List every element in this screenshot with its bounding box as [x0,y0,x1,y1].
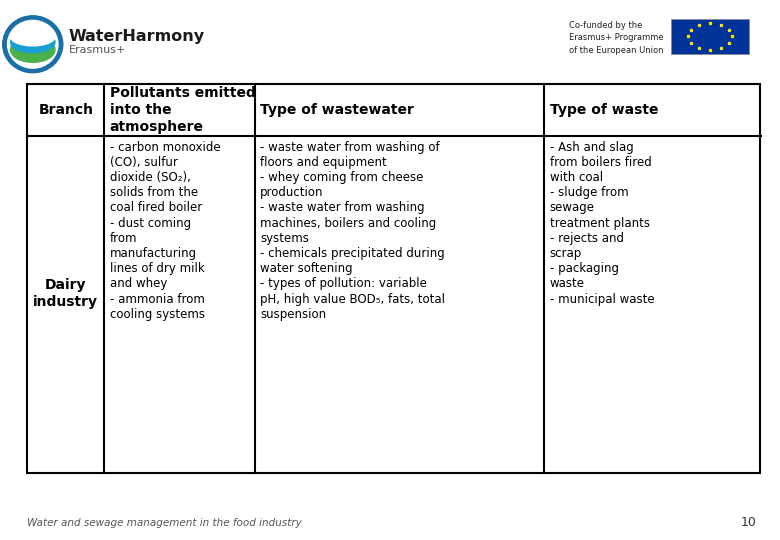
Text: Erasmus+: Erasmus+ [69,45,126,55]
Ellipse shape [11,31,55,53]
Text: Pollutants emitted
into the
atmosphere: Pollutants emitted into the atmosphere [110,86,256,134]
Text: Type of waste: Type of waste [550,103,658,117]
Ellipse shape [11,28,55,46]
Text: - Ash and slag
from boilers fired
with coal
- sludge from
sewage
treatment plant: - Ash and slag from boilers fired with c… [550,140,654,306]
Text: Dairy
industry: Dairy industry [34,278,98,309]
Text: 10: 10 [741,516,757,529]
Text: - waste water from washing of
floors and equipment
- whey coming from cheese
pro: - waste water from washing of floors and… [260,140,445,321]
Text: Type of wastewater: Type of wastewater [260,103,414,117]
Ellipse shape [8,21,58,68]
Text: Water and sewage management in the food industry: Water and sewage management in the food … [27,518,302,528]
Bar [671,19,749,54]
Ellipse shape [11,37,55,62]
Text: - carbon monoxide
(CO), sulfur
dioxide (SO₂),
solids from the
coal fired boiler
: - carbon monoxide (CO), sulfur dioxide (… [110,140,221,321]
Text: WaterHarmony: WaterHarmony [69,29,205,44]
Text: Co-funded by the
Erasmus+ Programme
of the European Union: Co-funded by the Erasmus+ Programme of t… [569,21,664,55]
Text: Branch: Branch [38,103,94,117]
Ellipse shape [3,16,62,72]
Bar [27,84,760,472]
